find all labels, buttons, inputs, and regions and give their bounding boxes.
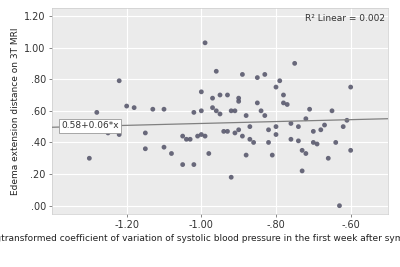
Point bbox=[295, 124, 302, 129]
Point bbox=[239, 134, 246, 138]
Point bbox=[236, 96, 242, 100]
Point bbox=[273, 124, 279, 129]
Point bbox=[306, 107, 313, 111]
Point bbox=[340, 124, 346, 129]
Point bbox=[276, 78, 283, 83]
Point bbox=[232, 131, 238, 135]
Point bbox=[280, 101, 287, 105]
Point bbox=[183, 137, 190, 142]
Point bbox=[94, 110, 100, 115]
Point bbox=[202, 41, 208, 45]
Point bbox=[314, 142, 320, 146]
Point bbox=[295, 139, 302, 143]
Point bbox=[247, 124, 253, 129]
Point bbox=[131, 105, 137, 110]
Point bbox=[254, 76, 260, 80]
Point bbox=[142, 147, 148, 151]
Point bbox=[348, 85, 354, 89]
Point bbox=[325, 156, 332, 160]
Point bbox=[217, 93, 223, 97]
Point bbox=[344, 118, 350, 123]
Point bbox=[116, 132, 122, 137]
Text: R² Linear = 0.002: R² Linear = 0.002 bbox=[305, 14, 385, 23]
Point bbox=[243, 153, 249, 157]
Point bbox=[217, 112, 223, 116]
Point bbox=[224, 129, 231, 134]
Point bbox=[191, 162, 197, 167]
Point bbox=[288, 137, 294, 142]
Point bbox=[220, 129, 227, 134]
Point bbox=[213, 109, 220, 113]
Point bbox=[332, 140, 339, 144]
Point bbox=[265, 128, 272, 132]
Point bbox=[116, 78, 122, 83]
Point bbox=[194, 134, 201, 138]
Point bbox=[262, 113, 268, 118]
Point bbox=[269, 153, 276, 157]
Point bbox=[224, 93, 231, 97]
Point bbox=[336, 203, 343, 208]
Point bbox=[318, 128, 324, 132]
Point bbox=[198, 109, 204, 113]
Point bbox=[191, 110, 197, 115]
Point bbox=[273, 132, 279, 137]
Point bbox=[265, 140, 272, 144]
Point bbox=[310, 129, 316, 134]
Point bbox=[202, 134, 208, 138]
Point bbox=[232, 109, 238, 113]
Point bbox=[206, 151, 212, 156]
Point bbox=[292, 61, 298, 65]
Point bbox=[228, 175, 234, 179]
Point bbox=[303, 151, 309, 156]
Point bbox=[262, 72, 268, 77]
Point bbox=[168, 151, 175, 156]
Point bbox=[150, 107, 156, 111]
Point bbox=[236, 128, 242, 132]
Point bbox=[284, 102, 290, 107]
Point bbox=[254, 101, 260, 105]
Point bbox=[303, 117, 309, 121]
Point bbox=[239, 72, 246, 77]
Point bbox=[250, 140, 257, 144]
Point bbox=[299, 169, 305, 173]
Point bbox=[329, 109, 335, 113]
Point bbox=[209, 105, 216, 110]
Point bbox=[180, 134, 186, 138]
Point bbox=[105, 131, 111, 135]
Point bbox=[288, 121, 294, 125]
Point bbox=[124, 104, 130, 108]
Point bbox=[273, 85, 279, 89]
Point bbox=[299, 148, 305, 152]
X-axis label: Logtransformed coefficient of variation of systolic blood pressure in the first : Logtransformed coefficient of variation … bbox=[0, 234, 400, 243]
Point bbox=[180, 162, 186, 167]
Point bbox=[258, 109, 264, 113]
Point bbox=[247, 137, 253, 142]
Point bbox=[187, 137, 193, 142]
Point bbox=[142, 131, 148, 135]
Point bbox=[236, 99, 242, 103]
Point bbox=[280, 93, 287, 97]
Text: 0.58+0.06*x: 0.58+0.06*x bbox=[61, 121, 119, 130]
Point bbox=[310, 140, 316, 144]
Point bbox=[161, 145, 167, 149]
Point bbox=[161, 107, 167, 111]
Y-axis label: Edema extension distance on 3T MRI: Edema extension distance on 3T MRI bbox=[11, 27, 20, 195]
Point bbox=[243, 113, 249, 118]
Point bbox=[198, 132, 204, 137]
Point bbox=[198, 90, 204, 94]
Point bbox=[86, 156, 92, 160]
Point bbox=[228, 109, 234, 113]
Point bbox=[213, 69, 220, 73]
Point bbox=[321, 123, 328, 127]
Point bbox=[348, 148, 354, 152]
Point bbox=[209, 96, 216, 100]
